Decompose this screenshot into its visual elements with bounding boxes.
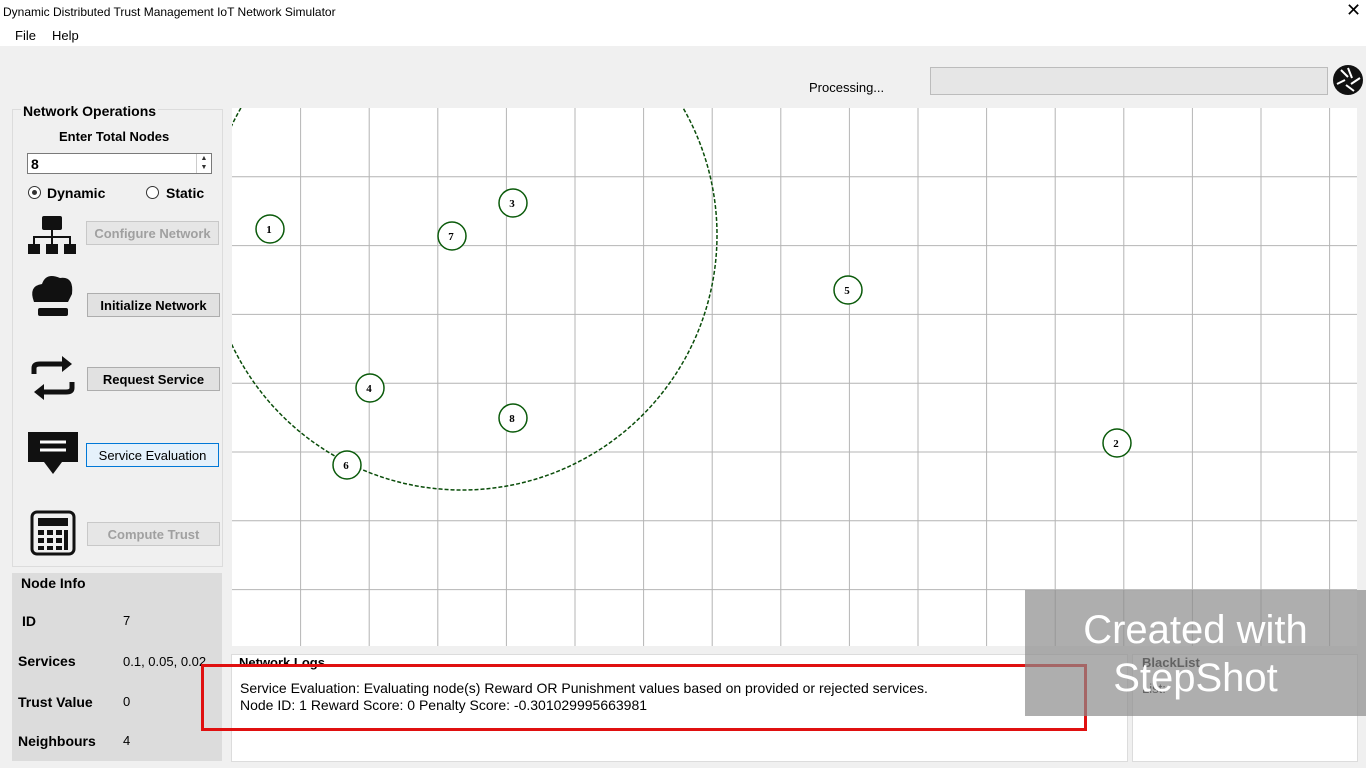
configure-button[interactable]: Configure Network	[86, 221, 219, 245]
panel-title: Network Operations	[21, 103, 159, 119]
info-value: 0	[123, 694, 131, 709]
node	[332, 450, 362, 480]
spinner[interactable]: ▲ ▼	[196, 154, 211, 173]
radio[interactable]	[28, 186, 41, 199]
node	[255, 214, 285, 244]
node-label: 3	[509, 198, 515, 210]
logs-panel: Network Logs Service Evaluation: Evaluat…	[231, 654, 1128, 762]
field-label: Enter Total Nodes	[59, 129, 170, 144]
menu-bar: File Help	[0, 24, 1366, 46]
initialize-button[interactable]: Initialize Network	[87, 293, 220, 317]
input-value: 8	[31, 156, 39, 172]
status-text: Processing...	[809, 80, 885, 95]
info-value: 7	[123, 613, 131, 628]
log-line: Service Evaluation: Evaluating node(s) R…	[240, 680, 928, 696]
info-key: Neighbours	[18, 733, 96, 749]
radio-label: Static	[166, 185, 205, 201]
title-bar: Dynamic Distributed Trust Management IoT…	[0, 0, 1366, 24]
grid	[232, 108, 1357, 646]
node	[498, 188, 528, 218]
progress-bar	[930, 67, 1328, 95]
network-canvas: 1 2 3 4 5 6 7 8	[232, 108, 1357, 646]
radio-label: Dynamic	[47, 185, 106, 201]
node-label: 6	[343, 460, 349, 472]
watermark: Created with StepShot	[1025, 590, 1366, 716]
node	[498, 403, 528, 433]
info-key: Trust Value	[18, 694, 93, 710]
menu-item[interactable]: Help	[52, 28, 79, 43]
node-label: 2	[1113, 438, 1119, 450]
info-key: ID	[22, 613, 36, 629]
node-label: 5	[844, 285, 850, 297]
watermark-text: Created with	[1083, 608, 1308, 652]
evaluation-button[interactable]: Service Evaluation	[86, 443, 219, 467]
compute-button[interactable]: Compute Trust	[87, 522, 220, 546]
node-label: 1	[266, 224, 272, 236]
close-button[interactable]: ✕	[1346, 0, 1362, 20]
info-key: Services	[18, 653, 76, 669]
button-icons	[28, 216, 78, 474]
node-label: 8	[509, 413, 515, 425]
calculator-icon	[30, 510, 76, 556]
log-line: Node ID: 1 Reward Score: 0 Penalty Score…	[240, 697, 648, 713]
menu-item[interactable]: File	[15, 28, 36, 43]
nodes-input[interactable]: 8 ▲ ▼	[27, 153, 212, 174]
node	[833, 275, 863, 305]
radio[interactable]	[146, 186, 159, 199]
node-label: 7	[448, 231, 454, 243]
aperture-icon	[1333, 65, 1363, 95]
window-title: Dynamic Distributed Trust Management IoT…	[3, 5, 336, 19]
node-label: 4	[366, 383, 372, 395]
watermark-text: StepShot	[1113, 656, 1278, 700]
node	[437, 221, 467, 251]
node-info-panel: Node Info ID 7 Services 0.1, 0.05, 0.02 …	[12, 573, 222, 761]
info-value: 4	[123, 733, 131, 748]
panel-title: Node Info	[21, 575, 86, 591]
info-value: 0.1, 0.05, 0.02	[123, 654, 207, 669]
node	[1102, 428, 1132, 458]
request-button[interactable]: Request Service	[87, 367, 220, 391]
range-circle	[232, 108, 718, 491]
nodes: 1 2 3 4 5 6 7 8	[255, 188, 1132, 480]
node	[355, 373, 385, 403]
highlight-box	[201, 664, 1087, 731]
